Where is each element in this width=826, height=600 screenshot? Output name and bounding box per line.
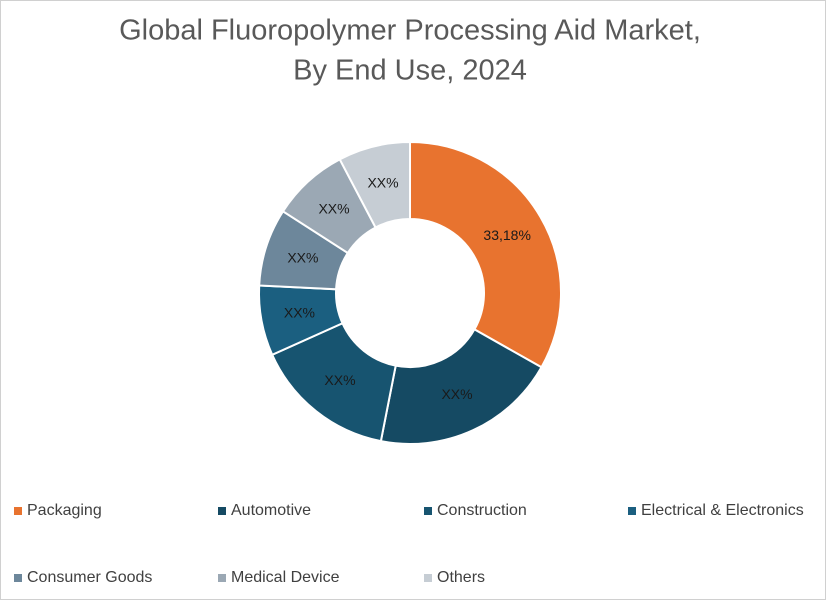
donut-slice — [409, 140, 562, 369]
chart-title: Global Fluoropolymer Processing Aid Mark… — [119, 15, 701, 47]
legend-label: Consumer Goods — [27, 569, 152, 586]
legend-swatch — [218, 507, 226, 515]
legend-swatch — [14, 574, 22, 582]
legend-label: Others — [437, 569, 485, 586]
data-label: XX% — [284, 304, 315, 320]
legend-label: Medical Device — [231, 569, 340, 586]
legend-swatch — [14, 507, 22, 515]
legend-label: Construction — [437, 502, 527, 519]
legend-label: Automotive — [231, 502, 311, 519]
data-label: 33,18% — [483, 227, 530, 243]
chart-title: By End Use, 2024 — [293, 55, 527, 87]
data-label: XX% — [324, 372, 355, 388]
legend-label: Packaging — [27, 502, 102, 519]
legend-swatch — [628, 507, 636, 515]
data-label: XX% — [318, 201, 349, 217]
legend-label: Electrical & Electronics — [641, 502, 804, 519]
data-label: XX% — [441, 386, 472, 402]
legend-swatch — [424, 507, 432, 515]
data-label: XX% — [367, 174, 398, 190]
donut-slice — [379, 328, 543, 445]
donut-slice — [338, 140, 411, 229]
legend-swatch — [424, 574, 432, 582]
donut-slice — [270, 321, 397, 443]
data-label: XX% — [287, 249, 318, 265]
legend-swatch — [218, 574, 226, 582]
